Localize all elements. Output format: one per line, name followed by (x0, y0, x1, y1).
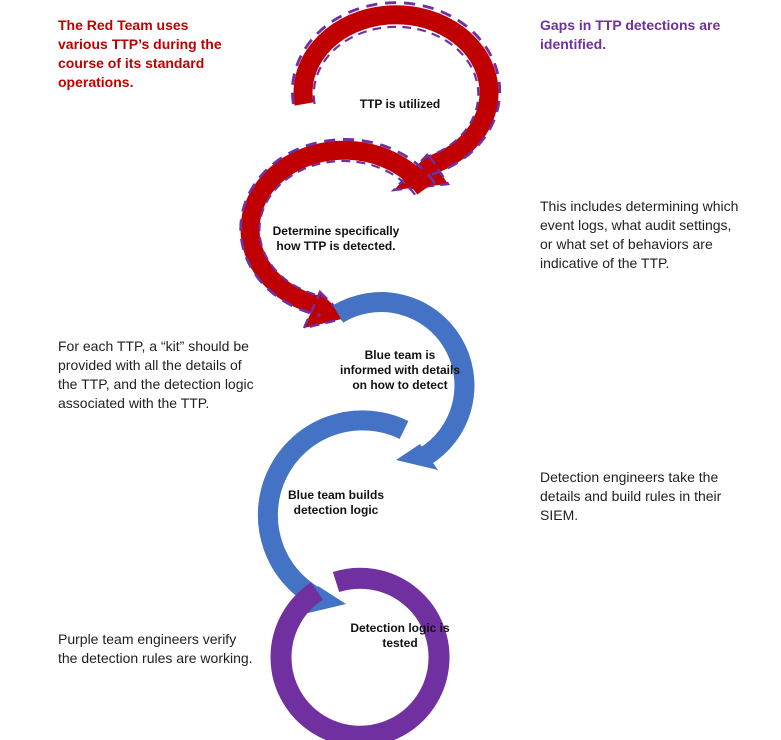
step-2-label: Determine specifically how TTP is detect… (272, 224, 400, 253)
kit-note: For each TTP, a “kit” should be provided… (58, 338, 254, 411)
determining-note: This includes determining which event lo… (540, 198, 739, 271)
step-5-label: Detection logic is tested (350, 621, 450, 650)
step-2-arrow (239, 138, 437, 330)
purple-verify-note: Purple team engineers verify the detecti… (58, 631, 253, 666)
engineers-note: Detection engineers take the details and… (540, 469, 722, 523)
step-4-label: Blue team builds detection logic (287, 488, 385, 517)
step-3-label: Blue team is informed with details on ho… (340, 348, 461, 392)
step-1-label: TTP is utilized (359, 97, 441, 111)
step-5-arrow (270, 567, 450, 740)
red-team-note: The Red Team uses various TTP’s during t… (58, 17, 222, 90)
gaps-note: Gaps in TTP detections are identified. (540, 17, 721, 52)
step-3-arrow (332, 292, 475, 470)
